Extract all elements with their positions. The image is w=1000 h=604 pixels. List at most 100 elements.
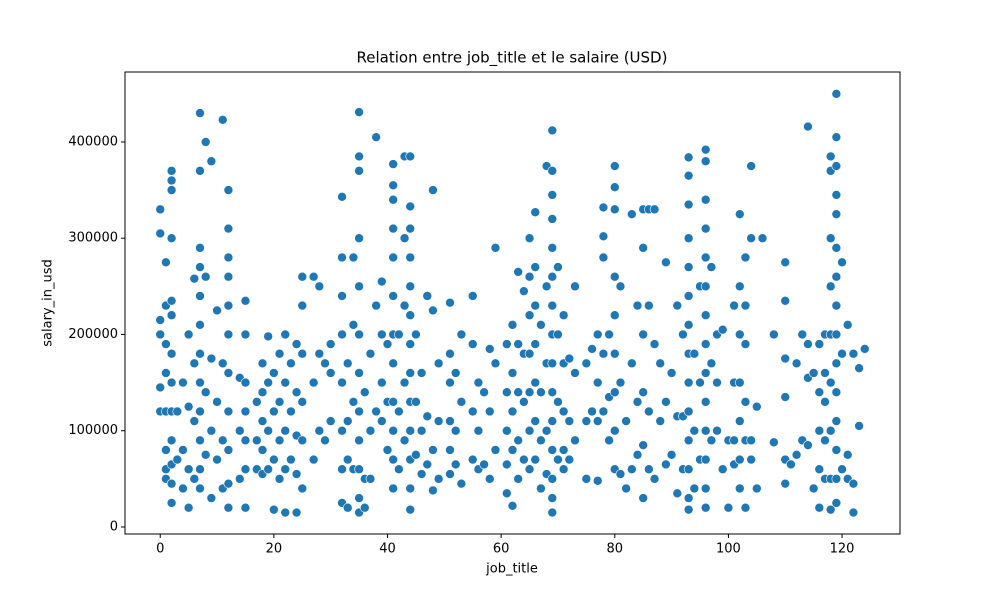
point: [632, 300, 643, 311]
point: [348, 320, 359, 330]
point: [530, 300, 541, 311]
point: [700, 339, 711, 349]
point: [405, 281, 416, 292]
point: [484, 474, 495, 484]
point: [297, 271, 308, 282]
point: [263, 377, 273, 388]
point: [405, 310, 416, 321]
point: [530, 454, 541, 465]
point: [837, 257, 847, 268]
point: [223, 223, 234, 234]
point: [780, 295, 791, 306]
point: [223, 271, 234, 282]
point: [547, 271, 558, 282]
x-tick-label: 40: [379, 542, 396, 557]
point: [155, 315, 166, 325]
point: [700, 144, 711, 155]
point: [223, 445, 234, 455]
point: [661, 397, 671, 407]
point: [831, 300, 842, 311]
point: [178, 377, 188, 388]
point: [502, 488, 512, 499]
point: [166, 377, 177, 388]
point: [780, 392, 791, 402]
point: [700, 194, 711, 205]
point: [297, 300, 308, 311]
point: [780, 478, 791, 489]
point: [388, 194, 398, 205]
point: [161, 445, 171, 455]
point: [734, 416, 745, 426]
point: [604, 329, 614, 340]
point: [257, 445, 268, 455]
point: [405, 483, 416, 494]
point: [405, 201, 416, 212]
point: [683, 170, 694, 181]
point: [536, 387, 546, 398]
point: [263, 425, 273, 436]
point: [683, 435, 694, 446]
point: [581, 416, 592, 426]
point: [519, 397, 529, 407]
point: [627, 358, 637, 369]
point: [859, 344, 870, 354]
point: [388, 358, 398, 369]
point: [274, 348, 285, 359]
point: [524, 425, 535, 436]
point: [825, 377, 836, 388]
point: [740, 502, 751, 513]
point: [627, 464, 637, 475]
point: [280, 464, 291, 475]
point: [712, 377, 722, 388]
point: [217, 435, 228, 446]
x-tick-label: 120: [830, 542, 855, 557]
point: [354, 233, 364, 244]
point: [683, 152, 694, 163]
point: [655, 416, 666, 426]
point: [394, 464, 404, 475]
point: [388, 454, 398, 465]
point: [734, 377, 745, 388]
point: [507, 500, 518, 511]
point: [638, 387, 648, 398]
point: [314, 425, 325, 436]
point: [325, 416, 336, 426]
point: [394, 329, 404, 340]
point: [729, 300, 739, 311]
point: [632, 449, 643, 460]
point: [467, 406, 478, 417]
point: [490, 445, 501, 455]
point: [433, 416, 444, 426]
point: [223, 406, 234, 417]
point: [507, 445, 518, 455]
point: [473, 377, 484, 388]
point: [536, 435, 546, 446]
point: [445, 297, 455, 308]
point: [746, 161, 756, 171]
point: [172, 454, 183, 465]
point: [683, 504, 694, 515]
point: [377, 377, 387, 388]
point: [411, 329, 421, 340]
point: [195, 377, 205, 388]
point: [831, 190, 842, 200]
point: [280, 507, 291, 518]
point: [558, 310, 569, 321]
point: [513, 387, 523, 398]
point: [649, 339, 660, 349]
point: [615, 281, 626, 292]
point: [644, 406, 654, 417]
point: [831, 445, 842, 455]
point: [638, 243, 648, 253]
point: [837, 348, 847, 359]
point: [502, 387, 512, 398]
point: [683, 464, 694, 475]
point: [342, 454, 353, 465]
point: [547, 214, 558, 224]
point: [831, 161, 842, 171]
point: [814, 502, 825, 513]
point: [388, 483, 398, 494]
point: [189, 416, 200, 426]
point: [609, 387, 620, 398]
point: [706, 358, 717, 369]
